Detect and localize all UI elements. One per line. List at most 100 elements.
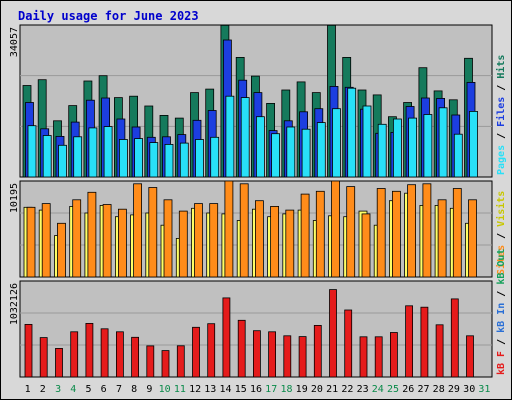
bar-pages-day-18 <box>286 126 296 178</box>
side-legend-separator: / <box>496 79 507 97</box>
bar-pages-day-17 <box>271 133 281 178</box>
bar-pages-day-11 <box>179 142 189 178</box>
bar-pages-day-28 <box>438 107 448 178</box>
bar-kb-f-day-20 <box>313 324 322 378</box>
x-tick-label-day-2: 2 <box>40 384 46 395</box>
bar-sites-day-14 <box>224 180 234 278</box>
bar-sites-day-9 <box>148 187 158 278</box>
bar-kb-f-day-10 <box>161 350 170 378</box>
bar-pages-day-27 <box>423 114 433 178</box>
side-legend-visits: Visits <box>495 191 507 227</box>
chart-title: Daily usage for June 2023 <box>18 9 199 23</box>
bar-sites-day-5 <box>87 191 97 278</box>
x-tick-label-day-29: 29 <box>448 384 460 395</box>
bar-sites-day-10 <box>163 199 173 278</box>
bar-pages-day-1 <box>27 125 37 178</box>
x-tick-label-day-22: 22 <box>341 384 353 395</box>
bar-pages-day-13 <box>210 136 220 178</box>
bar-pages-day-4 <box>73 136 83 178</box>
x-tick-label-day-31: 31 <box>478 384 490 395</box>
panel-visits-sites: 10195 Sites / Visits <box>9 180 507 278</box>
x-tick-label-day-18: 18 <box>280 384 292 395</box>
bar-sites-day-17 <box>270 205 280 278</box>
x-tick-label-day-3: 3 <box>55 384 61 395</box>
bar-pages-day-25 <box>392 118 402 178</box>
side-legend-files: Files <box>495 97 507 127</box>
bar-kb-f-day-28 <box>435 324 444 378</box>
side-legend-top: Pages / Files / Hits <box>495 55 507 175</box>
bar-kb-f-day-23 <box>359 336 368 378</box>
bar-kb-f-day-21 <box>329 289 337 378</box>
bar-sites-day-29 <box>452 188 462 278</box>
bar-pages-day-14 <box>225 95 235 178</box>
bar-pages-day-5 <box>88 127 98 178</box>
bar-kb-f-day-14 <box>222 297 231 378</box>
x-tick-label-day-5: 5 <box>85 384 91 395</box>
bar-pages-day-21 <box>332 108 341 178</box>
bar-kb-f-day-2 <box>39 337 48 378</box>
y-max-label-middle: 10195 <box>9 183 20 213</box>
bar-kb-f-day-25 <box>389 332 398 378</box>
bar-sites-day-22 <box>346 186 356 278</box>
bar-sites-day-15 <box>239 183 249 278</box>
bar-sites-day-25 <box>391 190 401 278</box>
bar-kb-f-day-17 <box>268 331 277 378</box>
bar-kb-f-day-15 <box>237 319 246 378</box>
bar-pages-day-12 <box>195 139 204 178</box>
bar-pages-day-16 <box>255 116 265 178</box>
x-tick-label-day-4: 4 <box>70 384 76 395</box>
bar-kb-f-day-5 <box>85 322 94 378</box>
bar-sites-day-7 <box>118 208 127 278</box>
bar-sites-day-8 <box>133 183 143 278</box>
panel-kb: 1032126 kB F / kB In / kB Out <box>9 249 507 378</box>
x-tick-label-day-7: 7 <box>116 384 122 395</box>
bar-pages-day-22 <box>347 87 357 178</box>
bar-pages-day-6 <box>103 126 113 178</box>
bar-sites-day-1 <box>26 206 36 278</box>
bar-kb-f-day-19 <box>298 336 307 378</box>
bar-kb-f-day-3 <box>55 347 63 378</box>
x-tick-label-day-11: 11 <box>174 384 186 395</box>
x-tick-label-day-6: 6 <box>101 384 107 395</box>
bar-sites-day-2 <box>41 203 51 278</box>
y-max-label-top: 34057 <box>9 27 20 57</box>
x-tick-label-day-30: 30 <box>463 384 475 395</box>
bar-pages-day-19 <box>301 128 311 178</box>
bar-sites-day-3 <box>57 222 66 278</box>
bar-pages-day-8 <box>134 138 144 178</box>
side-legend-bottom: kB F / kB In / kB Out <box>496 249 507 375</box>
x-tick-label-day-9: 9 <box>146 384 152 395</box>
bar-sites-day-4 <box>72 199 82 278</box>
bar-sites-day-26 <box>407 184 417 278</box>
x-tick-label-day-13: 13 <box>204 384 216 395</box>
bar-pages-day-10 <box>164 143 174 178</box>
x-tick-label-day-24: 24 <box>372 384 384 395</box>
bar-kb-f-day-18 <box>283 335 292 378</box>
bar-sites-day-27 <box>422 183 432 278</box>
bar-sites-day-30 <box>468 199 477 278</box>
x-tick-label-day-10: 10 <box>159 384 171 395</box>
bar-pages-day-24 <box>377 123 387 178</box>
bar-sites-day-23 <box>361 213 371 278</box>
panel-hits-files-pages: 34057 Pages / Files / Hits <box>9 24 507 178</box>
side-legend-separator: / <box>496 285 507 303</box>
bar-pages-day-23 <box>362 105 372 178</box>
side-legend-middle: Sites / Visits <box>495 191 507 275</box>
x-tick-label-day-19: 19 <box>296 384 308 395</box>
x-tick-label-day-26: 26 <box>402 384 414 395</box>
x-tick-label-day-27: 27 <box>417 384 429 395</box>
bar-sites-day-11 <box>178 210 188 278</box>
bar-kb-f-day-16 <box>252 330 261 378</box>
bar-kb-f-day-26 <box>405 305 414 378</box>
side-legend-separator: / <box>496 333 507 351</box>
x-tick-label-day-16: 16 <box>250 384 262 395</box>
bar-sites-day-28 <box>437 199 447 278</box>
x-tick-label-day-28: 28 <box>433 384 445 395</box>
side-legend-kb-f: kB F <box>496 351 507 375</box>
side-legend-pages: Pages <box>496 145 507 175</box>
x-tick-label-day-25: 25 <box>387 384 399 395</box>
x-tick-label-day-23: 23 <box>357 384 369 395</box>
bar-kb-f-day-27 <box>420 306 429 378</box>
bar-kb-f-day-9 <box>146 345 155 378</box>
